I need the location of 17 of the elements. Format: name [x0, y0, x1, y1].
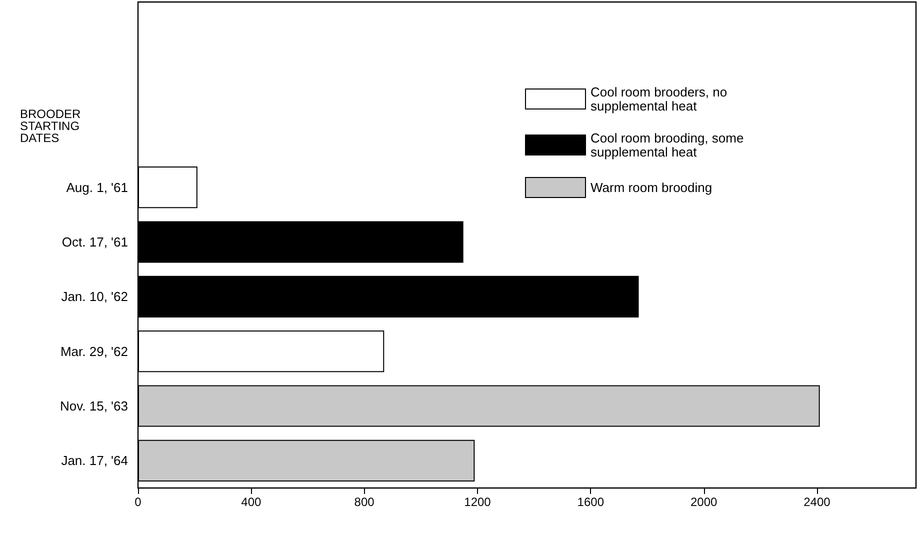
x-tick-label: 0	[134, 495, 142, 509]
y-tick-label: Jan. 10, '62	[61, 289, 128, 304]
y-axis-title: BROODER STARTING DATES	[20, 107, 84, 145]
legend-label: Cool room brooders, no supplemental heat	[590, 84, 731, 114]
y-tick-label: Mar. 29, '62	[60, 344, 128, 359]
y-tick-label: Nov. 15, '63	[60, 398, 128, 414]
x-tick-label: 1600	[577, 495, 604, 509]
y-tick-label: Aug. 1, '61	[66, 180, 128, 195]
y-tick-label: Jan. 17, '64	[61, 453, 128, 468]
y-tick-label: Oct. 17, '61	[62, 234, 128, 250]
legend-label: Warm room brooding	[590, 180, 712, 195]
legend-label: Cool room brooding, some supplemental heat	[590, 130, 748, 160]
x-tick-label: 2400	[804, 495, 831, 509]
x-tick-label: 400	[241, 495, 262, 509]
x-tick-label: 800	[354, 495, 375, 509]
x-tick-label: 2000	[690, 495, 718, 509]
x-tick-label: 1200	[464, 495, 492, 509]
